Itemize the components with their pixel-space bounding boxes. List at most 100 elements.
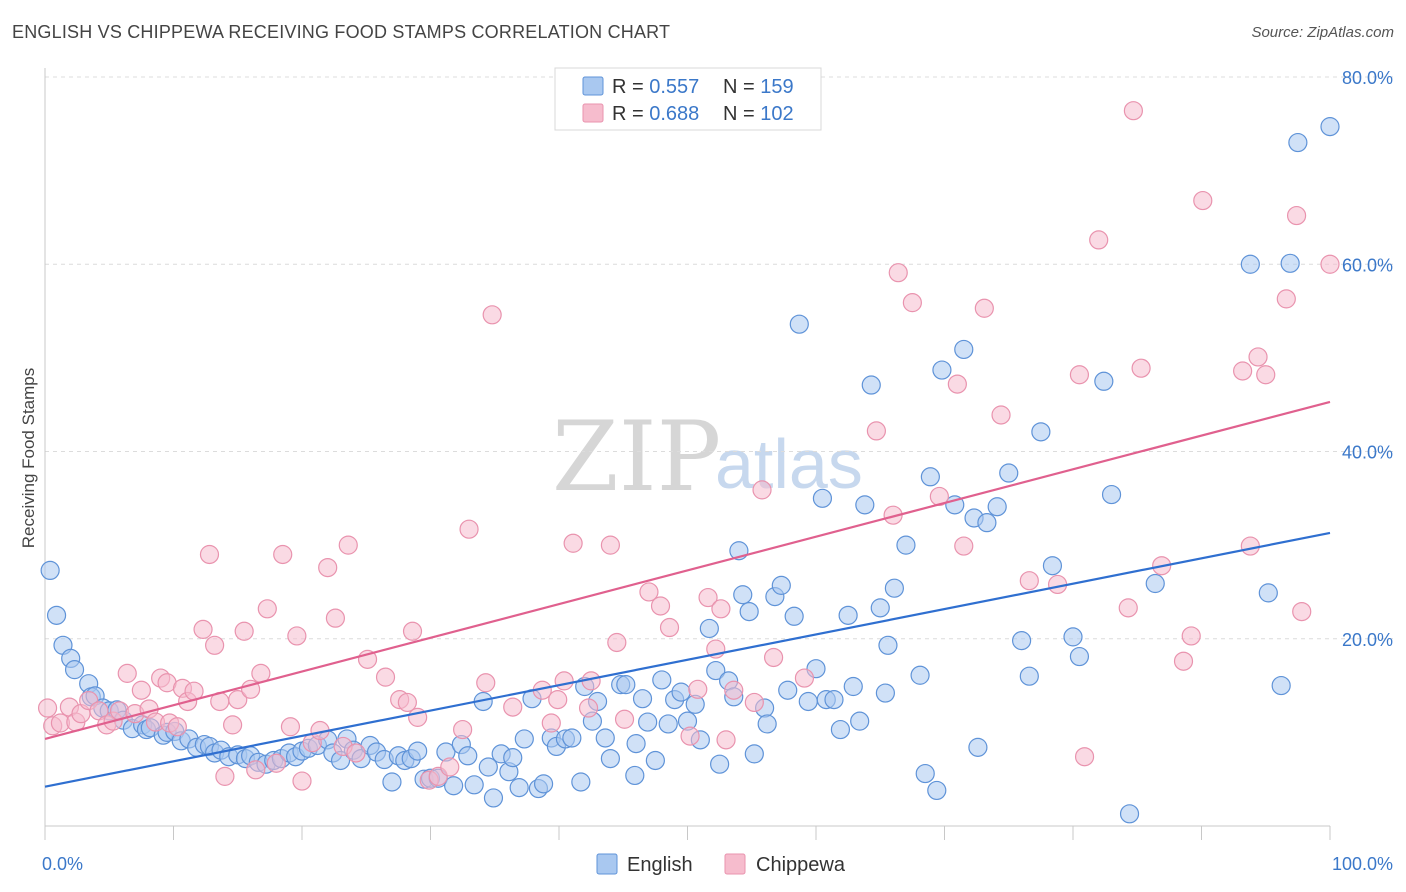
trend-line-chippewa (44, 400, 1331, 740)
chart-title: ENGLISH VS CHIPPEWA RECEIVING FOOD STAMP… (12, 22, 671, 42)
point-english (458, 746, 478, 766)
point-chippewa (1118, 598, 1138, 618)
point-chippewa (744, 692, 764, 713)
point-english (444, 776, 464, 796)
point-chippewa (752, 480, 772, 500)
point-chippewa (1074, 747, 1095, 767)
watermark-zip: ZIP (552, 401, 721, 513)
series-english (40, 117, 1340, 824)
series-legend: English Chippewa (596, 853, 846, 876)
point-english (710, 754, 730, 774)
point-english (600, 748, 621, 769)
point-english (652, 670, 672, 690)
point-english (744, 744, 764, 764)
point-chippewa (650, 596, 671, 616)
point-english (1019, 666, 1039, 686)
point-chippewa (459, 519, 479, 539)
legend-row-chippewa: R = 0.688 N = 102 (612, 103, 794, 125)
trend-lines (44, 400, 1331, 788)
x-tick-label: 0.0% (42, 854, 83, 874)
point-english (855, 495, 875, 515)
point-english (514, 729, 534, 749)
point-english (40, 560, 60, 581)
x-tick-label: 100.0% (1332, 854, 1393, 874)
point-english (999, 463, 1019, 483)
legend-swatch-chippewa (582, 103, 604, 123)
point-english (658, 714, 678, 734)
point-english (927, 780, 947, 801)
point-chippewa (503, 697, 523, 717)
point-chippewa (167, 717, 187, 737)
point-chippewa (954, 536, 974, 556)
point-chippewa (1123, 101, 1143, 121)
source-label: Source: ZipAtlas.com (1251, 24, 1394, 41)
point-chippewa (1276, 289, 1296, 309)
point-chippewa (266, 753, 286, 773)
point-english (987, 497, 1007, 517)
point-chippewa (37, 698, 58, 718)
point-english (870, 598, 890, 618)
point-english (382, 772, 402, 792)
point-english (533, 774, 554, 794)
point-chippewa (397, 692, 417, 713)
point-english (1258, 583, 1278, 603)
point-chippewa (375, 667, 396, 687)
point-chippewa (234, 621, 254, 641)
point-english (968, 737, 988, 757)
point-english (1119, 804, 1140, 824)
point-english (46, 605, 67, 625)
point-english (626, 734, 646, 754)
point-english (830, 719, 851, 740)
point-english (1288, 132, 1308, 153)
legend-n-value: 102 (760, 103, 793, 125)
point-chippewa (215, 766, 235, 786)
point-chippewa (680, 726, 700, 746)
legend-r-value: 0.688 (649, 103, 699, 125)
point-chippewa (1089, 230, 1109, 250)
point-chippewa (607, 632, 627, 653)
point-chippewa (1193, 190, 1213, 211)
point-chippewa (482, 305, 502, 325)
point-chippewa (724, 680, 744, 700)
point-chippewa (1320, 254, 1340, 274)
point-english (896, 535, 916, 555)
point-chippewa (402, 621, 423, 641)
legend-label-english: English (627, 854, 693, 876)
point-chippewa (346, 743, 366, 763)
point-chippewa (578, 698, 599, 718)
point-english (706, 660, 726, 681)
point-english (64, 660, 85, 680)
point-chippewa (117, 663, 137, 683)
point-english (503, 748, 523, 768)
point-chippewa (639, 582, 659, 602)
point-english (1094, 371, 1114, 391)
point-chippewa (199, 544, 220, 565)
point-english (977, 513, 997, 533)
legend-n-label: N = (723, 76, 760, 98)
point-chippewa (205, 635, 225, 655)
point-english (910, 665, 930, 685)
point-chippewa (246, 760, 266, 780)
point-english (699, 618, 719, 639)
point-english (778, 680, 798, 700)
stats-legend: R = 0.557 N = 159 R = 0.688 N = 102 (554, 67, 822, 131)
legend-swatch-english (596, 853, 618, 875)
point-english (1063, 627, 1083, 647)
point-english (483, 788, 504, 808)
point-english (1280, 253, 1300, 273)
point-chippewa (974, 298, 994, 318)
point-english (638, 712, 658, 732)
point-english (1271, 675, 1291, 696)
point-chippewa (794, 668, 815, 688)
point-english (595, 728, 615, 748)
point-english (1101, 484, 1122, 505)
gridlines (45, 76, 1393, 640)
point-chippewa (1131, 358, 1151, 378)
point-chippewa (1181, 626, 1201, 646)
point-chippewa (292, 771, 312, 791)
point-chippewa (902, 293, 922, 313)
x-tick-labels: 0.0% 100.0% (42, 854, 1393, 874)
legend-r-value: 0.557 (649, 76, 699, 98)
point-english (616, 675, 636, 695)
